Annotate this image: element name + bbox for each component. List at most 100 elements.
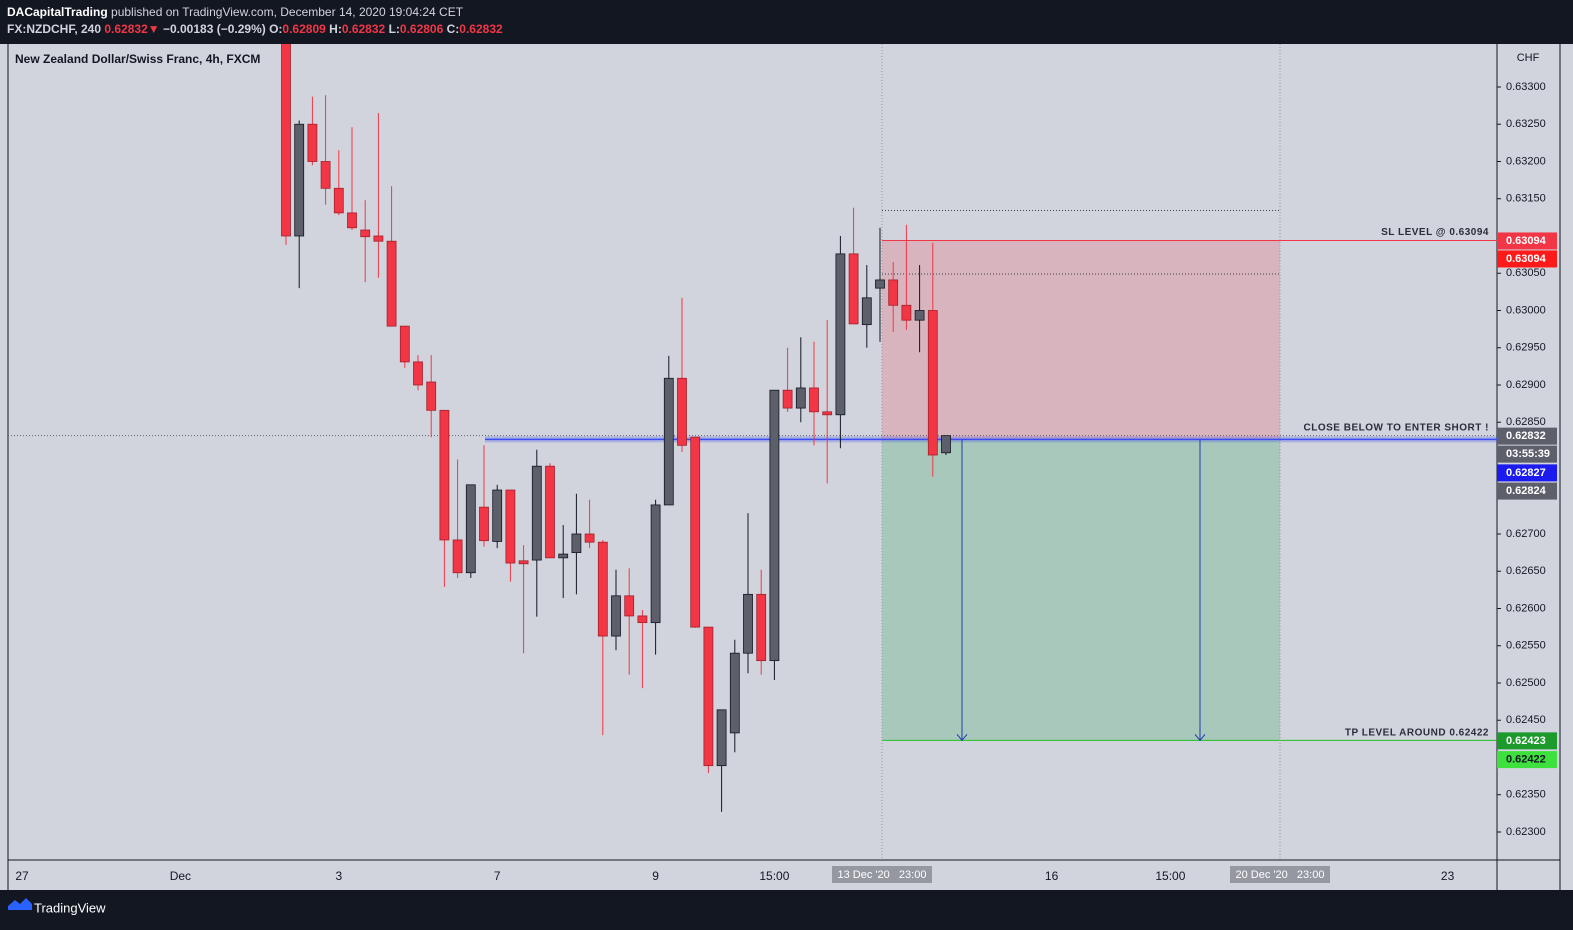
x-tick-label: 3 [335,869,342,883]
price-label-box [1497,464,1557,482]
candle-body [835,253,846,416]
crosshair-label: 20 Dec '20 23:00 [1236,869,1325,881]
candle-body [624,595,635,617]
candle-body [531,465,542,561]
candle-body [465,484,476,574]
price-label: 0.62423 [1506,735,1546,747]
candle-body [320,161,331,189]
y-tick-label: 0.62500 [1506,677,1546,689]
countdown-box [1497,445,1557,463]
annotation: TP LEVEL AROUND 0.62422 [1345,728,1489,739]
price-label: 0.62422 [1506,754,1546,766]
price-label-box [1497,250,1557,268]
x-tick-label: Dec [170,869,191,883]
y-tick-label: 0.63050 [1506,267,1546,279]
price-label-box [1497,427,1557,445]
price-label-box [1497,751,1557,769]
candle-body [663,377,674,506]
stop-zone [882,240,1280,440]
candle-body [597,541,608,637]
candle-body [426,381,437,411]
candle-body [584,533,595,543]
candle-body [360,229,371,238]
candle-body [571,533,582,554]
candle-body [677,377,687,446]
ohlc-h-key: H: [329,22,342,36]
ohlc-l-key: L: [388,22,400,36]
candle-body [439,409,450,541]
candle-body [795,387,806,409]
candle-body [386,240,397,327]
y-tick-label: 0.62600 [1506,602,1546,614]
countdown: 03:55:39 [1506,448,1550,460]
candle-body [941,435,951,454]
ohlc-c-key: C: [446,22,460,36]
published: published on TradingView.com, December 1… [111,5,464,19]
y-tick-label: 0.62900 [1506,379,1546,391]
x-tick-label: 9 [652,869,659,883]
price-label: 0.63094 [1506,253,1547,265]
price-label: 0.62827 [1506,467,1546,479]
candle-body [703,626,714,767]
x-tick-label: 16 [1045,869,1059,883]
price-label-box [1497,482,1557,500]
target-zone [882,439,1280,741]
price-label: 0.62824 [1506,485,1547,497]
header-line-2: FX:NZDCHF, 240 0.62832 ▼ −0.00183 (−0.29%… [7,21,503,38]
x-tick-label: 27 [15,869,29,883]
brand-name: TradingView [34,900,106,915]
candle-body [927,310,938,456]
candle-body [558,553,569,559]
price-label-box [1497,232,1557,250]
candle-body [347,212,357,229]
y-tick-label: 0.62300 [1506,826,1546,838]
change-arrow: ▼ [147,22,160,36]
candle-body [875,279,885,289]
ohlc-l: 0.62806 [399,22,444,36]
footer-bar [0,890,1573,930]
candle-body [743,593,753,654]
x-tick-label: 15:00 [1155,869,1185,883]
symbol: FX:NZDCHF, 240 [7,22,102,36]
candle-body [914,310,925,321]
y-tick-label: 0.63300 [1506,81,1546,93]
candle-body [716,709,727,767]
price-label: 0.63094 [1506,235,1547,247]
crosshair-label: 13 Dec '20 23:00 [838,869,927,881]
ohlc-h: 0.62832 [341,22,386,36]
change: −0.00183 (−0.29%) [162,22,266,36]
y-tick-label: 0.62650 [1506,565,1546,577]
y-tick-label: 0.62850 [1506,416,1546,428]
candle-body [281,44,291,237]
y-tick-label: 0.63250 [1506,118,1546,130]
y-tick-label: 0.63000 [1506,304,1546,316]
x-tick-label: 15:00 [759,869,789,883]
x-tick-label: 23 [1441,869,1455,883]
candle-body [611,595,621,637]
chart-background [0,44,1573,890]
crosshair-label-box [832,866,932,883]
header: DACapitalTrading published on TradingVie… [7,4,503,38]
candle-body [294,123,305,237]
candle-body [545,465,555,559]
candle-body [505,489,516,564]
candle-body [413,361,423,386]
candle-body [479,506,489,542]
candle-body [307,123,318,162]
candle-body [822,411,833,416]
candle-body [769,389,780,662]
y-tick-label: 0.62450 [1506,714,1546,726]
ohlc-o-key: O: [269,22,283,36]
arrow-head [1194,734,1206,742]
ohlc-c: 0.62832 [459,22,503,36]
annotation: CLOSE BELOW TO ENTER SHORT ! [1304,422,1489,433]
candle-body [888,279,899,306]
candle-body [756,593,767,662]
candle-body [518,560,529,565]
author: DACapitalTrading [7,5,108,19]
candle-body [452,539,463,574]
y-tick-label: 0.62700 [1506,528,1546,540]
candle-body [492,489,503,542]
brand-logo [8,898,32,910]
